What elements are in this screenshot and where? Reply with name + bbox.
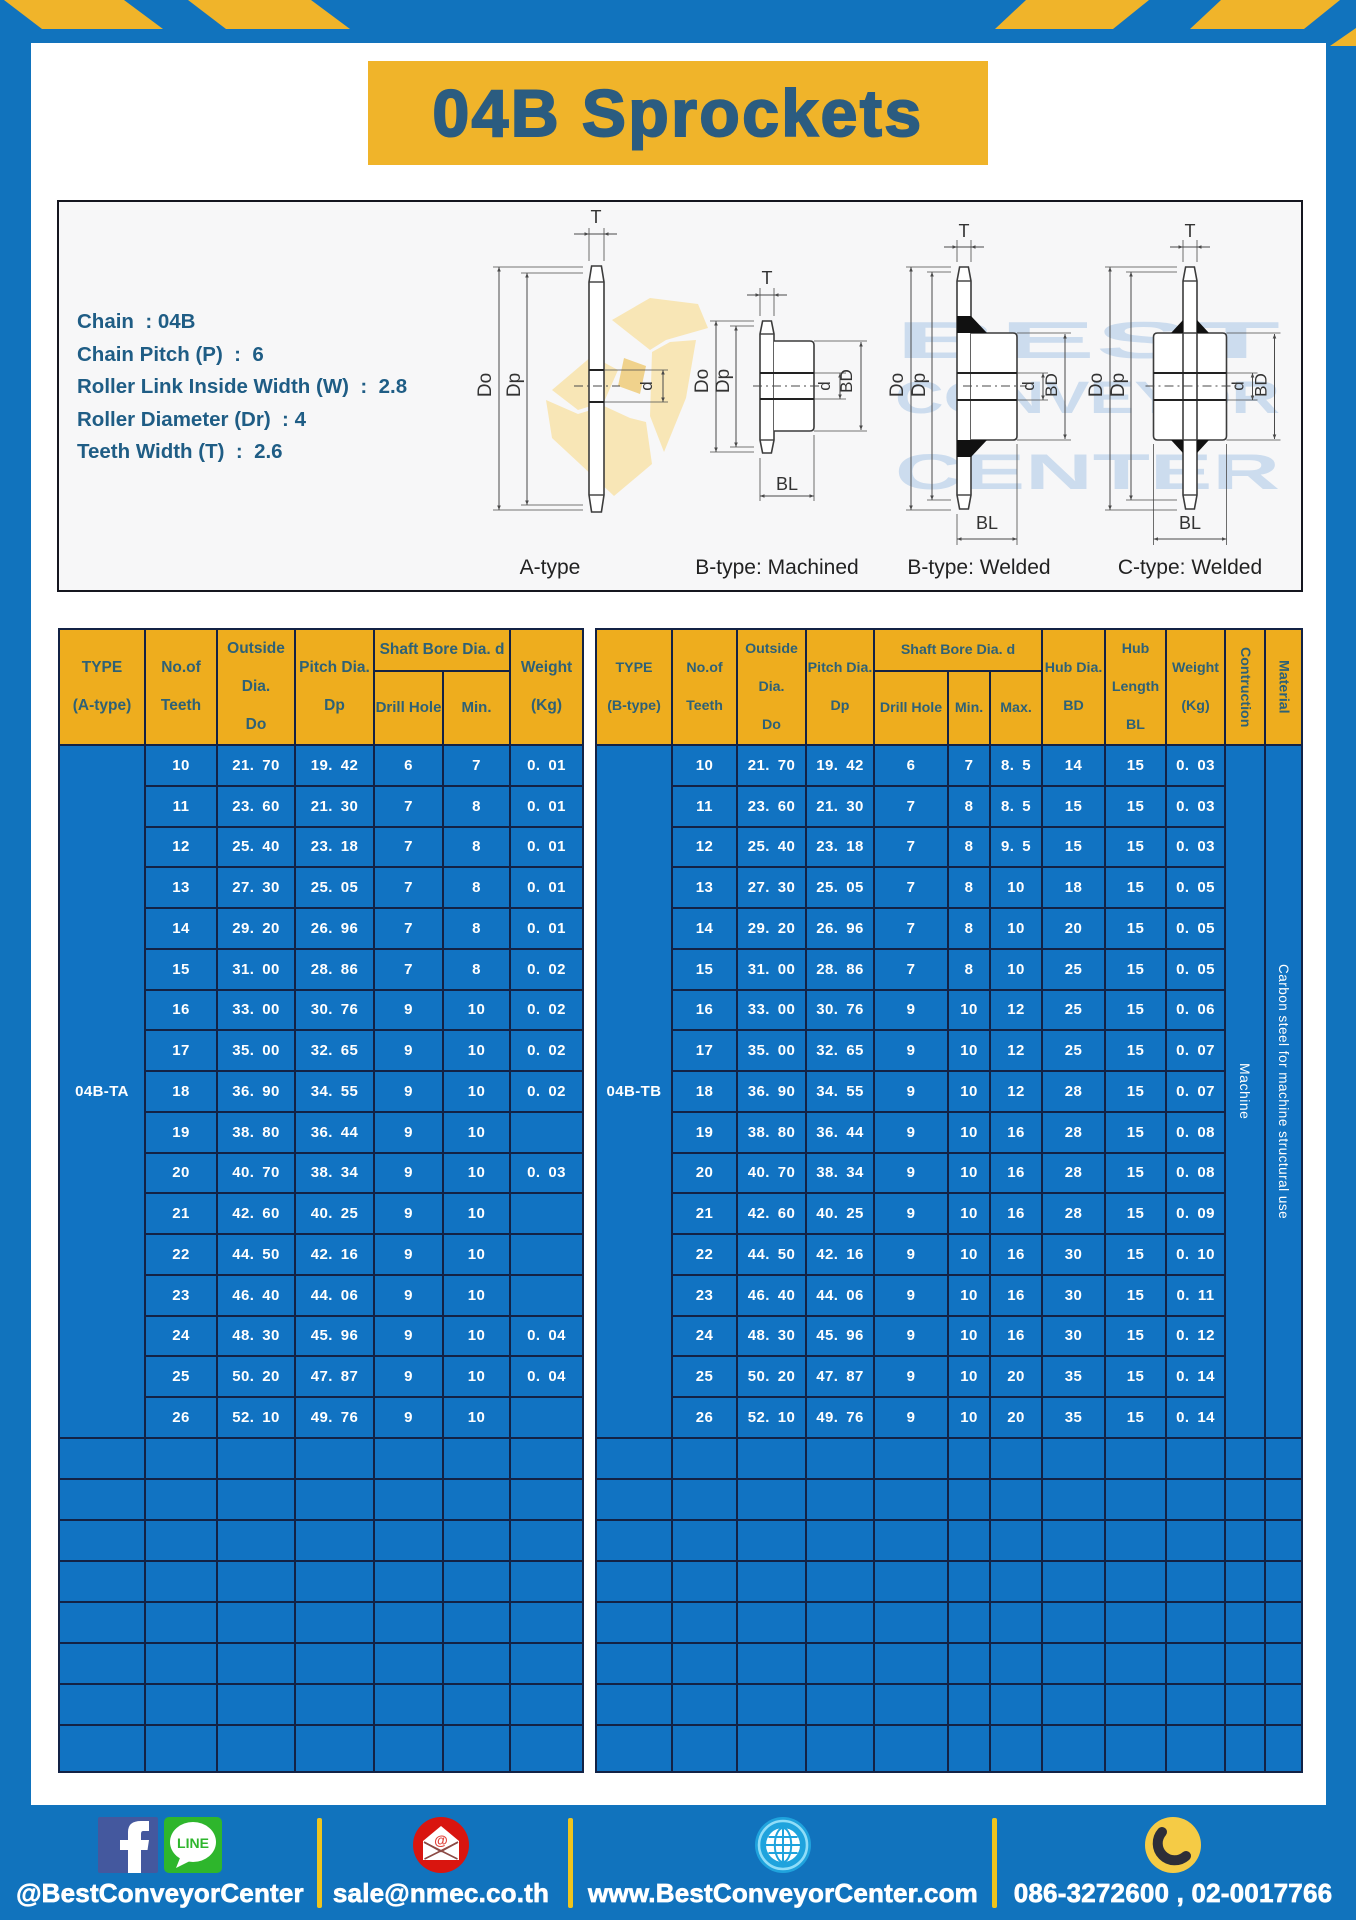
svg-text:Dp: Dp [909, 373, 930, 397]
svg-text:A-type: A-type [520, 556, 581, 579]
svg-text:Dp: Dp [504, 373, 525, 397]
svg-text:@: @ [434, 1832, 448, 1848]
svg-text:B-type: Welded: B-type: Welded [907, 556, 1050, 579]
svg-text:Dp: Dp [1108, 373, 1129, 397]
svg-text:BD: BD [1252, 373, 1271, 397]
svg-text:T: T [591, 207, 602, 227]
svg-text:BL: BL [976, 513, 998, 533]
svg-text:Do: Do [475, 373, 496, 397]
svg-text:C-type: Welded: C-type: Welded [1118, 556, 1262, 579]
svg-text:BL: BL [776, 474, 798, 494]
svg-text:LINE: LINE [177, 1835, 209, 1851]
svg-text:Dp: Dp [713, 369, 734, 393]
svg-text:Do: Do [887, 373, 908, 397]
svg-text:d: d [1229, 381, 1248, 390]
svg-text:BD: BD [837, 369, 856, 393]
svg-text:Do: Do [692, 369, 713, 393]
svg-text:B-type: Machined: B-type: Machined [695, 556, 858, 579]
svg-text:d: d [1019, 381, 1038, 390]
svg-text:BD: BD [1042, 373, 1061, 397]
svg-text:T: T [762, 268, 773, 288]
svg-text:Do: Do [1086, 373, 1107, 397]
svg-text:d: d [637, 381, 656, 390]
svg-text:d: d [815, 381, 834, 390]
svg-text:T: T [959, 221, 970, 241]
svg-text:T: T [1185, 221, 1196, 241]
svg-text:BL: BL [1179, 513, 1201, 533]
